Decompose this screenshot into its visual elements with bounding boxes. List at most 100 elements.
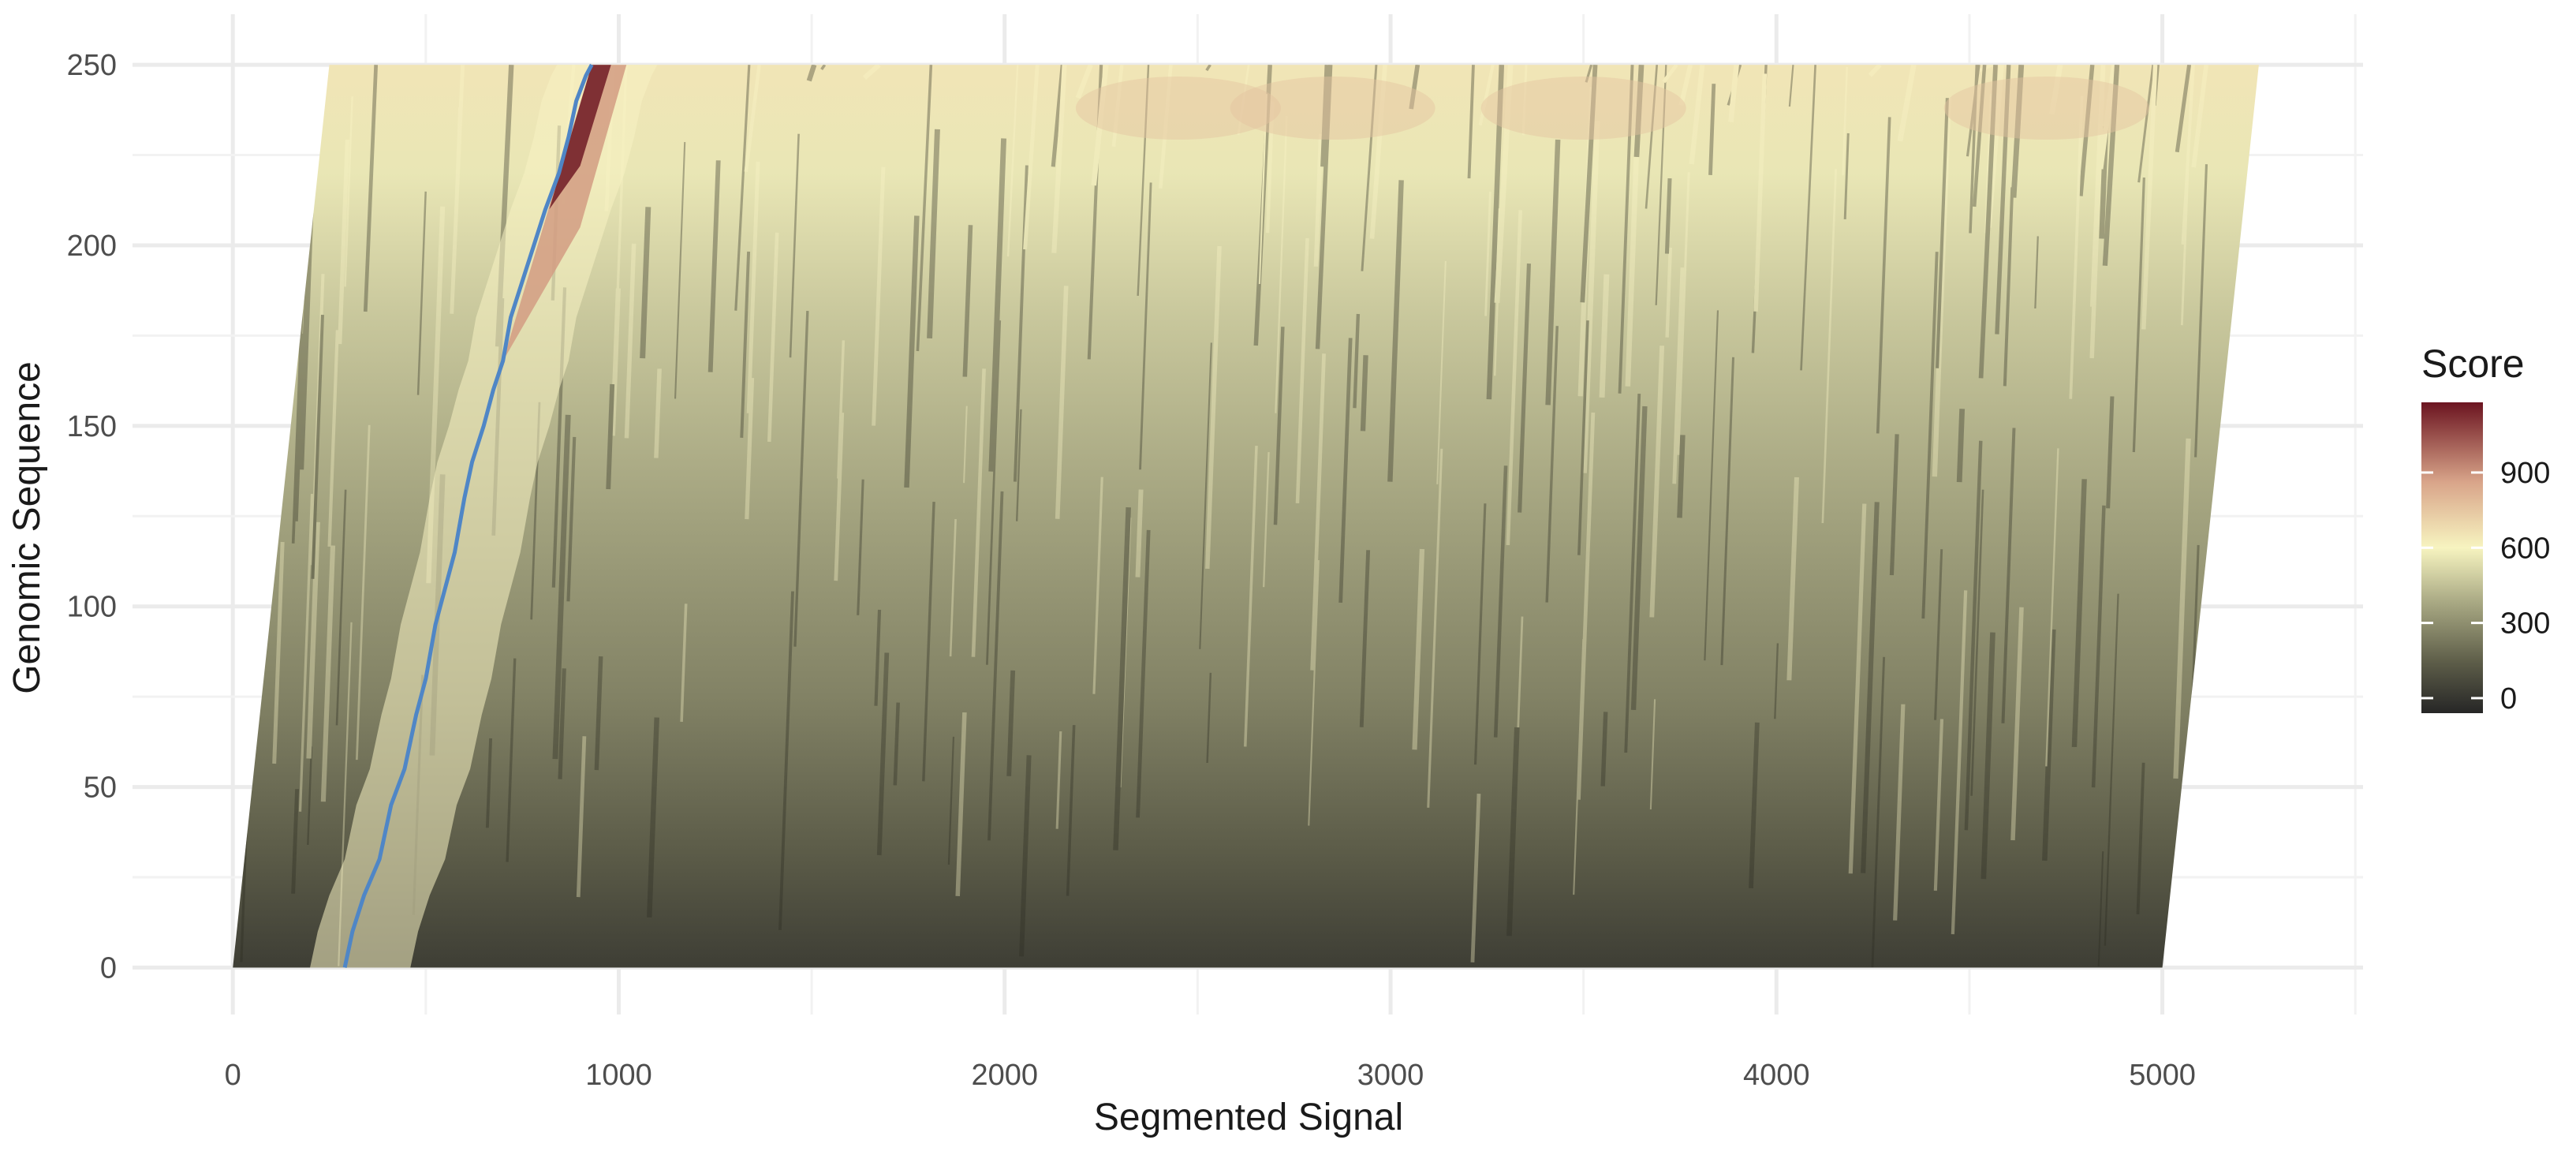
texture-streak xyxy=(1580,65,1598,303)
texture-streak xyxy=(1876,117,1891,434)
texture-streak xyxy=(2099,126,2109,239)
texture-streak xyxy=(1361,65,1378,271)
texture-streak xyxy=(1066,724,1076,896)
texture-streak xyxy=(1972,65,1987,207)
texture-streak xyxy=(1585,65,1593,83)
texture-streak xyxy=(1749,722,1760,889)
texture-streak xyxy=(2141,65,2158,330)
texture-streak xyxy=(1087,65,1103,360)
texture-streak xyxy=(2097,851,2104,967)
texture-streak xyxy=(1006,65,1019,257)
texture-streak xyxy=(1092,476,1103,694)
texture-streak xyxy=(1868,65,1882,77)
texture-streak xyxy=(1981,632,1995,880)
texture-streak xyxy=(1664,178,1672,254)
texture-streak xyxy=(344,96,353,287)
texture-streak xyxy=(1893,704,1906,921)
texture-streak xyxy=(927,129,940,339)
texture-streak xyxy=(1727,65,1742,106)
texture-streak xyxy=(1848,503,1867,874)
texture-streak xyxy=(1006,670,1016,776)
texture-streak xyxy=(1237,65,1250,136)
x-tick-label: 4000 xyxy=(1743,1059,1810,1092)
texture-streak xyxy=(1921,252,1939,619)
texture-streak xyxy=(2091,505,2106,788)
texture-streak xyxy=(1786,476,1799,681)
texture-streak xyxy=(293,333,305,521)
texture-streak xyxy=(298,494,314,812)
texture-streak xyxy=(1788,65,1794,107)
high-score-wedge xyxy=(502,65,627,361)
texture-streak xyxy=(947,736,955,865)
texture-streak xyxy=(1513,616,1524,838)
texture-streak xyxy=(1116,518,1132,788)
texture-streak xyxy=(971,368,986,657)
texture-streak xyxy=(2104,593,2119,946)
texture-streak xyxy=(1205,245,1222,570)
y-tick-label: 0 xyxy=(100,951,117,985)
texture-streak xyxy=(1369,65,1387,239)
texture-streak xyxy=(1842,66,1848,176)
texture-streak xyxy=(310,274,325,566)
warm-patch xyxy=(1075,77,1281,140)
texture-streak xyxy=(1951,590,1968,935)
texture-streak xyxy=(1751,65,1768,353)
texture-streak xyxy=(610,288,621,436)
texture-streak xyxy=(654,368,662,458)
texture-streak xyxy=(2222,375,2234,538)
texture-streak xyxy=(1774,643,1779,719)
texture-streak xyxy=(1977,65,1993,73)
texture-streak xyxy=(1577,412,1596,800)
texture-streak xyxy=(1295,237,1309,504)
texture-streak xyxy=(450,65,465,314)
texture-streak xyxy=(291,789,300,894)
texture-streak xyxy=(1436,260,1447,484)
texture-streak xyxy=(1495,208,1504,286)
texture-streak xyxy=(1320,65,1330,167)
texture-streak xyxy=(1493,293,1499,376)
texture-streak xyxy=(1573,639,1585,895)
texture-streak xyxy=(1753,73,1768,312)
texture-streak xyxy=(1353,313,1361,409)
texture-streak xyxy=(1387,180,1404,482)
texture-streak xyxy=(2097,65,2117,170)
texture-streak xyxy=(837,340,846,479)
texture-streak xyxy=(1023,65,1040,250)
texture-streak xyxy=(1494,65,1514,304)
texture-streak xyxy=(1708,84,1716,175)
texture-streak xyxy=(2106,396,2115,509)
texture-streak xyxy=(2049,65,2063,115)
texture-streak xyxy=(1577,320,1589,555)
texture-streak xyxy=(1956,409,1966,483)
x-tick-label: 2000 xyxy=(971,1059,1038,1092)
texture-streak xyxy=(1662,65,1678,84)
texture-streak xyxy=(306,521,320,759)
texture-streak xyxy=(1139,182,1152,470)
texture-streak xyxy=(291,289,304,544)
texture-streak xyxy=(1308,560,1320,826)
legend-tick-label: 0 xyxy=(2500,682,2517,716)
texture-streak xyxy=(746,161,760,413)
texture-streak xyxy=(1689,65,1705,165)
high-score-core xyxy=(549,65,611,210)
texture-streak xyxy=(338,139,350,345)
texture-streak xyxy=(1649,699,1656,810)
texture-streak xyxy=(416,191,427,395)
texture-streak xyxy=(2089,65,2106,359)
texture-streak xyxy=(2191,65,2209,168)
texture-streak xyxy=(1545,139,1561,405)
texture-streak xyxy=(506,658,517,862)
texture-streak xyxy=(1359,550,1371,727)
texture-streak xyxy=(307,746,313,845)
texture-streak xyxy=(2180,65,2193,326)
texture-streak xyxy=(987,491,1004,841)
texture-streak xyxy=(874,609,882,706)
texture-streak xyxy=(2003,187,2014,387)
texture-streak xyxy=(1633,65,1645,158)
texture-streak xyxy=(963,405,968,484)
y-tick-label: 150 xyxy=(67,410,117,443)
x-tick-label: 5000 xyxy=(2129,1059,2196,1092)
texture-streak xyxy=(2034,236,2039,309)
